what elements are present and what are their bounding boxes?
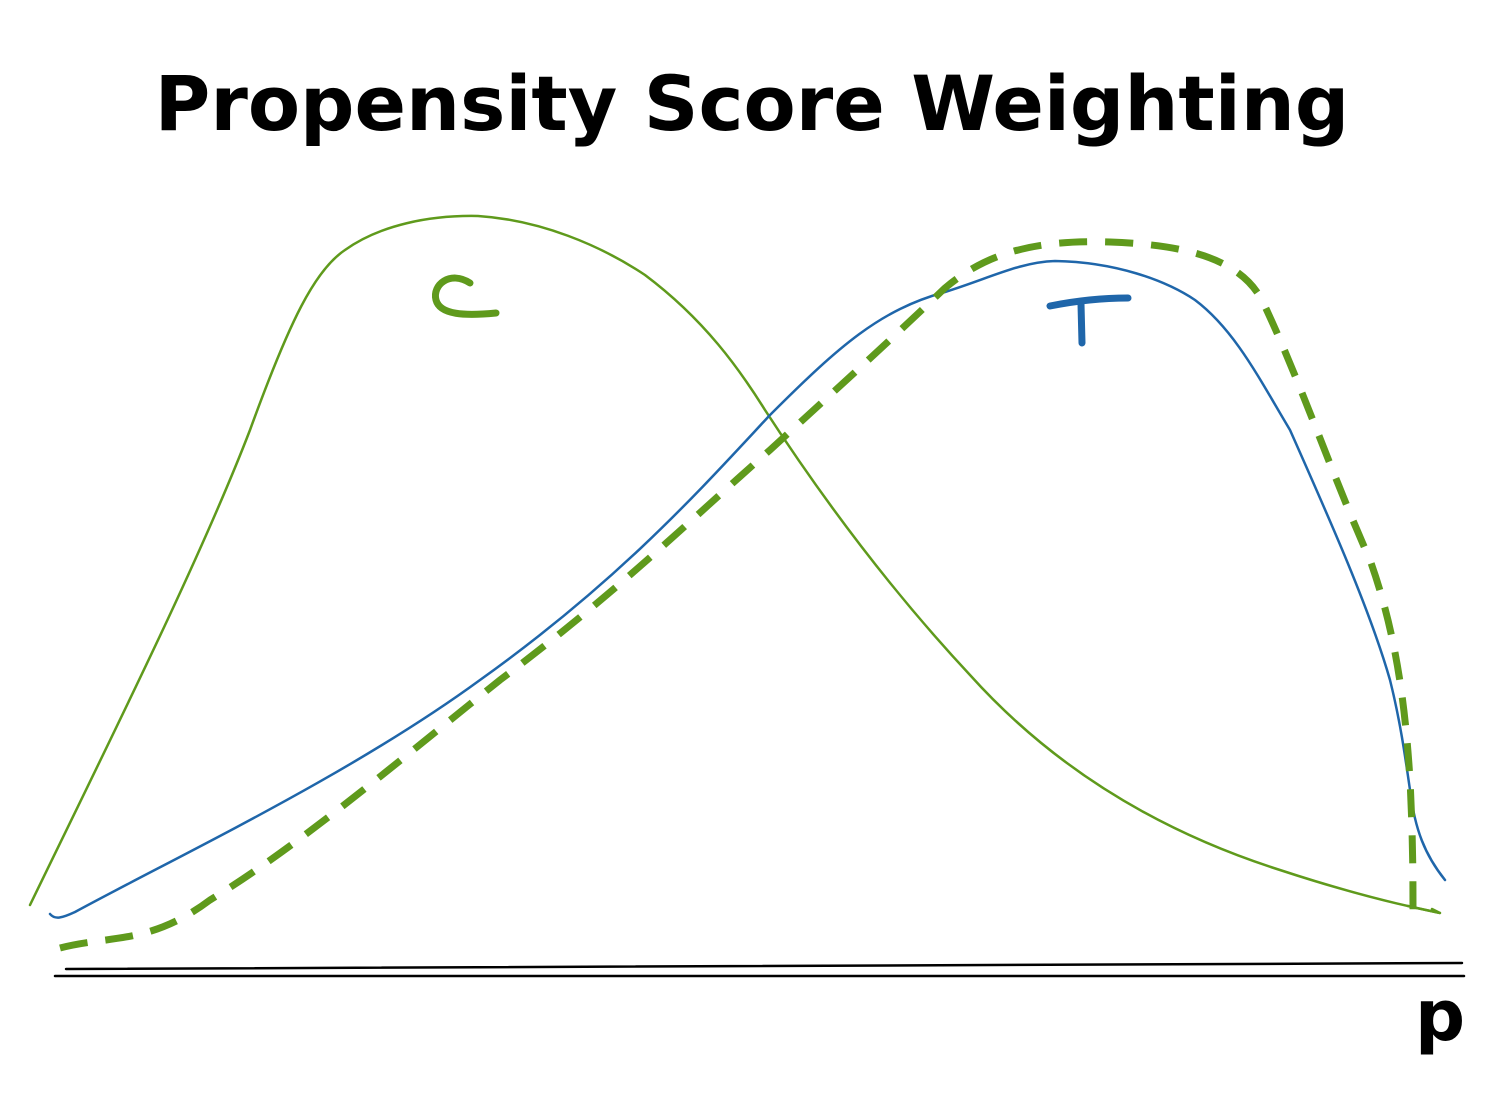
x-axis-label: p [1415,975,1465,1057]
control-curve-end-hook [1406,904,1441,915]
diagram-title: Propensity Score Weighting [155,59,1350,148]
treated-label-glyph-stem [1077,300,1086,347]
x-axis-line-upper [64,961,1464,971]
control-label-glyph [432,274,500,318]
treated-label-glyph-bar [1046,294,1132,310]
control-density-curve [28,214,1442,915]
treated-label-text: T [1088,339,1089,341]
treated-label: T [1046,294,1132,347]
treated-density-curve [48,259,1447,919]
weighted-control-dashed-curve [59,238,1417,952]
control-label: C [432,274,500,318]
